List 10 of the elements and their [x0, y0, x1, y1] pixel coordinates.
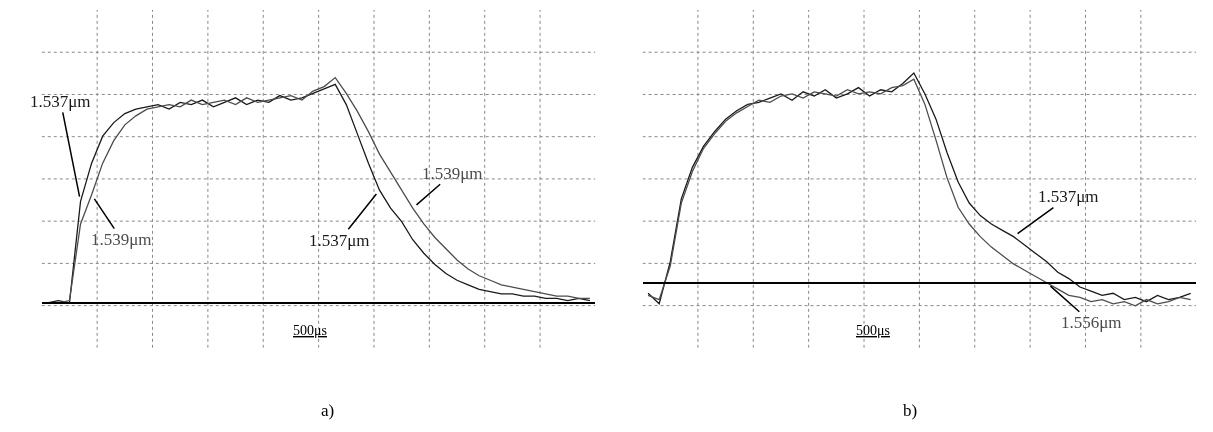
- text: a): [321, 401, 335, 420]
- text: 500μs: [293, 323, 327, 338]
- series-label: 1.537μm: [30, 92, 91, 111]
- series-label: 1.556μm: [1061, 313, 1122, 332]
- text: 500μs: [856, 323, 890, 338]
- text: 1.537μm: [309, 231, 370, 250]
- text: 1.539μm: [422, 164, 483, 183]
- text: b): [903, 401, 918, 420]
- text: 1.537μm: [1038, 187, 1099, 206]
- series-label: 1.539μm: [91, 230, 152, 249]
